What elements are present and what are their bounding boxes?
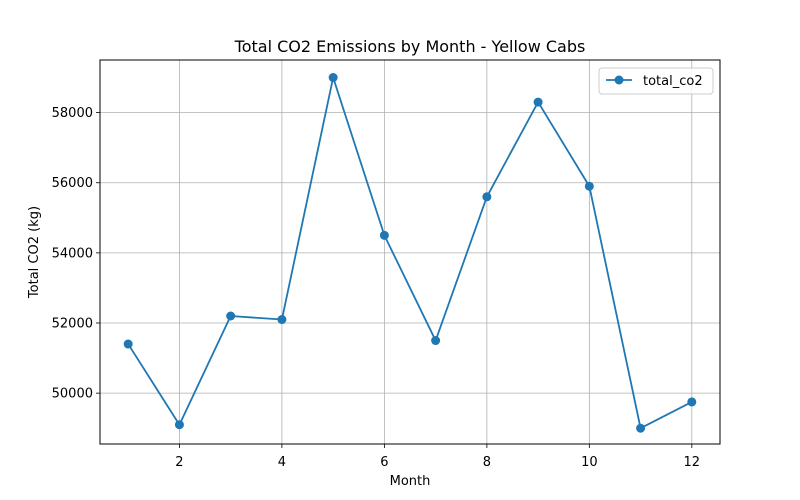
- plot-frame: [99, 59, 721, 445]
- x-axis: 2 4 6 8 10 12: [175, 444, 700, 470]
- y-tick-label: 50000: [52, 387, 93, 402]
- data-point: [123, 339, 133, 349]
- y-axis: 50000 52000 54000 56000 58000: [52, 106, 100, 402]
- data-point: [687, 397, 697, 407]
- y-tick-label: 56000: [52, 176, 93, 191]
- x-tick-label: 2: [175, 455, 183, 470]
- x-tick-label: 8: [483, 455, 491, 470]
- x-tick-label: 12: [684, 455, 701, 470]
- data-point: [636, 423, 646, 433]
- legend-marker-swatch: [614, 75, 624, 85]
- data-point: [328, 73, 338, 83]
- series-line: [127, 76, 693, 430]
- data-point: [482, 192, 492, 202]
- data-point: [226, 311, 236, 321]
- data-point: [379, 230, 389, 240]
- legend-label: total_co2: [643, 74, 703, 89]
- data-point: [174, 420, 184, 430]
- data-point: [277, 315, 287, 325]
- chart-title: Total CO2 Emissions by Month - Yellow Ca…: [234, 37, 586, 56]
- x-axis-title: Month: [390, 474, 431, 489]
- y-tick-label: 58000: [52, 106, 93, 121]
- x-tick-label: 6: [380, 455, 388, 470]
- x-tick-label: 10: [581, 455, 598, 470]
- legend-box: [598, 67, 714, 95]
- data-point: [584, 181, 594, 191]
- data-point: [533, 97, 543, 107]
- data-point: [431, 336, 441, 346]
- legend: total_co2: [598, 67, 714, 95]
- grid-lines: [100, 60, 720, 444]
- y-axis-title: Total CO2 (kg): [27, 206, 42, 299]
- y-tick-label: 52000: [52, 317, 93, 332]
- series-layer: [123, 73, 697, 433]
- y-tick-label: 54000: [52, 246, 93, 261]
- x-tick-label: 4: [278, 455, 286, 470]
